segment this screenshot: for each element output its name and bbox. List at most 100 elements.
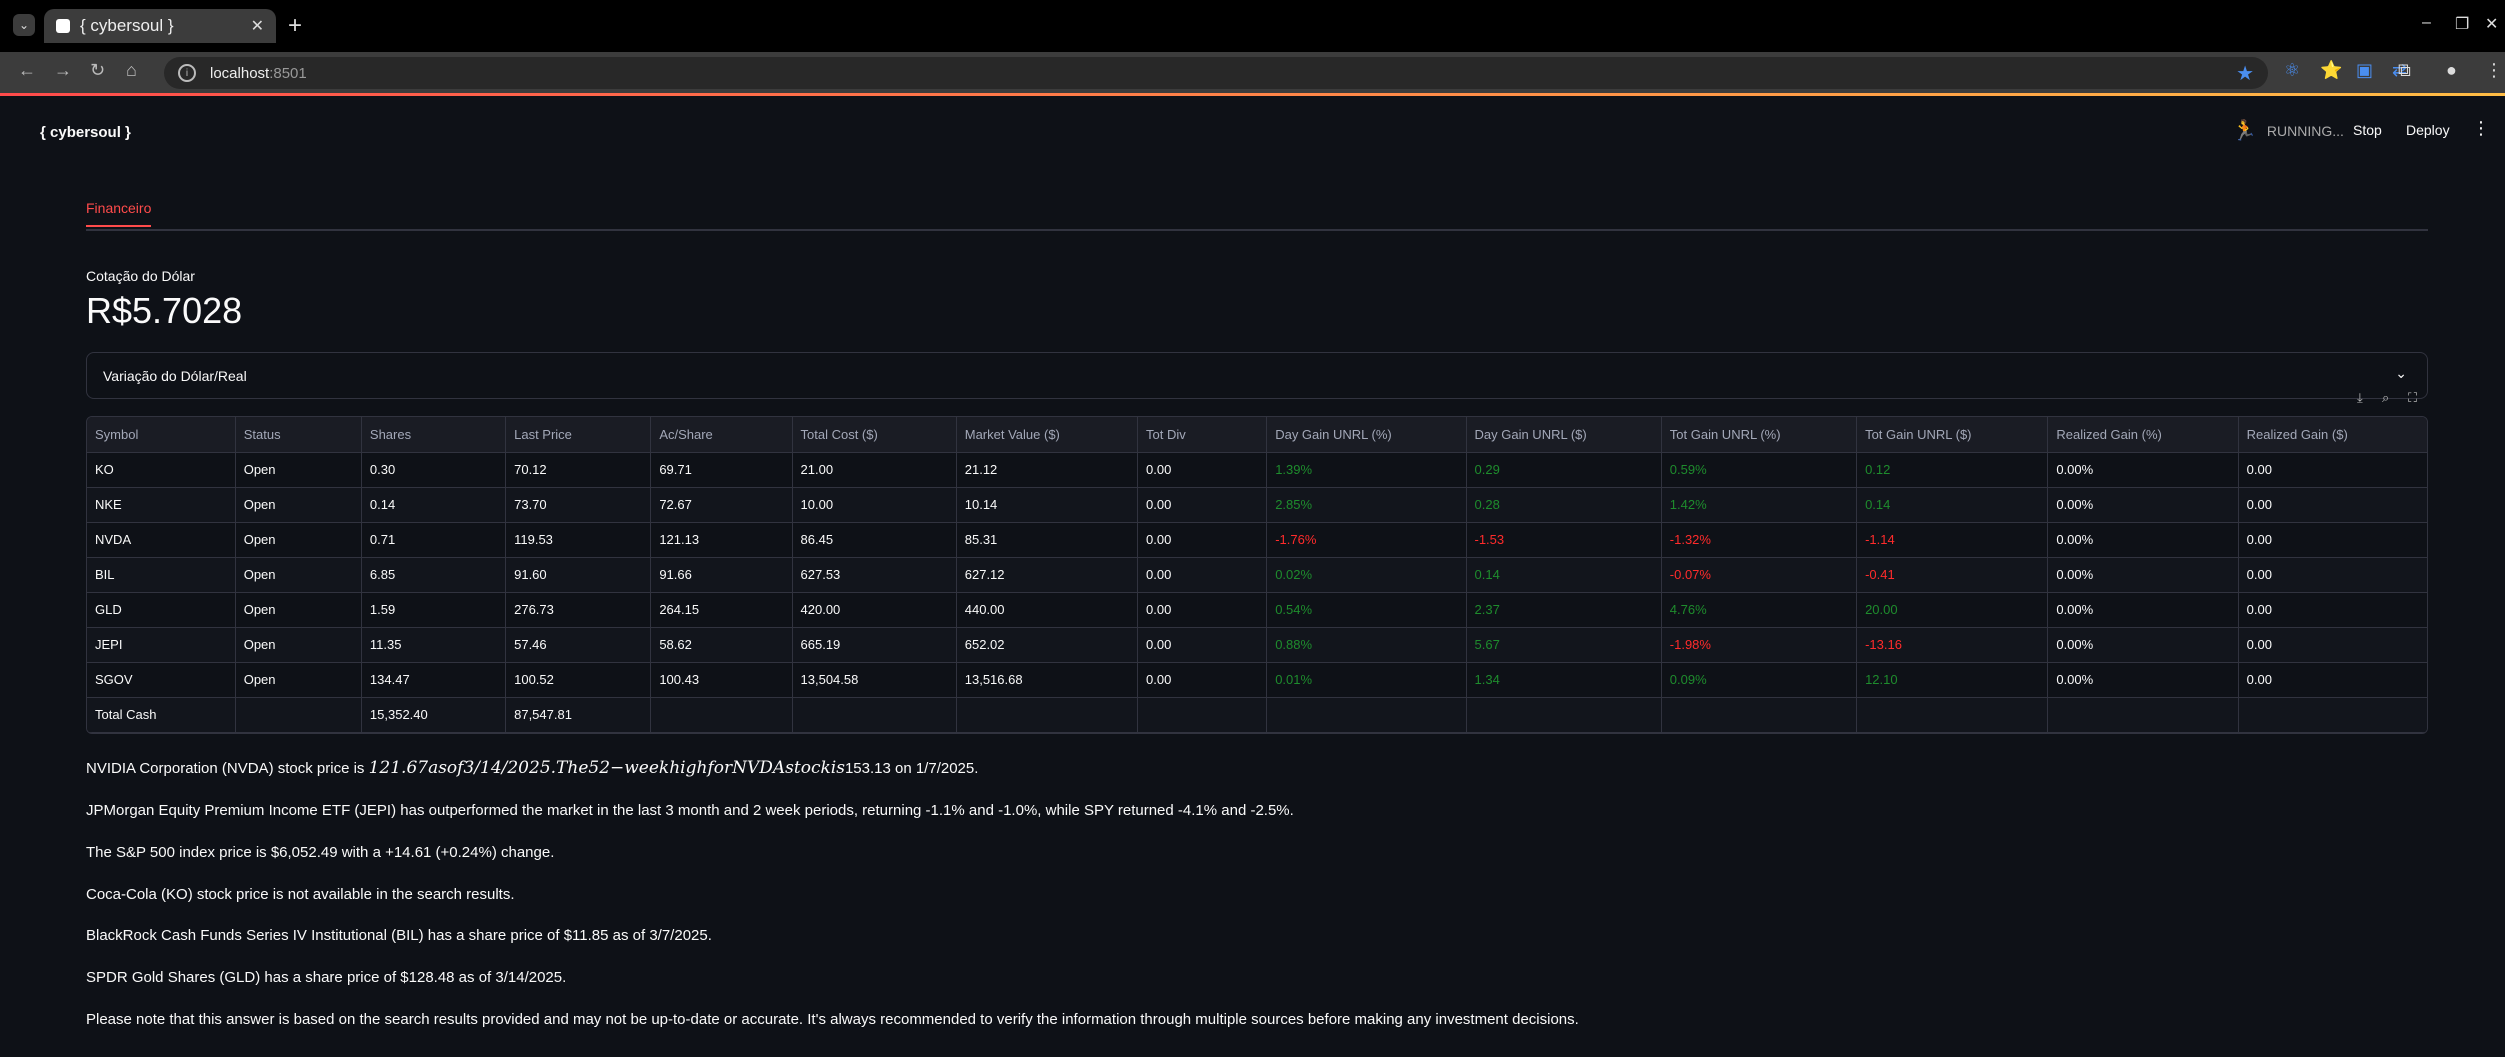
table-cell[interactable]: -1.32%: [1661, 522, 1858, 558]
table-cell[interactable]: 0.00: [1137, 487, 1268, 523]
table-row[interactable]: BIL Open 6.85 91.60 91.66 627.53 627.12 0.00 0.0…: [87, 557, 2427, 593]
column-header[interactable]: Tot Gain UNRL ($): [1856, 417, 2049, 453]
table-cell[interactable]: 2.85%: [1266, 487, 1467, 523]
extension-image-icon[interactable]: ▣: [2356, 60, 2374, 80]
minimize-icon[interactable]: –: [2422, 14, 2431, 31]
close-window-icon[interactable]: ✕: [2485, 16, 2499, 33]
table-cell[interactable]: Open: [235, 557, 362, 593]
table-cell[interactable]: 0.30: [361, 452, 507, 488]
table-cell[interactable]: 0.14: [1466, 557, 1662, 593]
table-cell[interactable]: [1266, 697, 1467, 733]
column-header[interactable]: Shares: [361, 417, 507, 453]
table-cell[interactable]: 21.00: [792, 452, 957, 488]
table-cell[interactable]: 627.53: [792, 557, 957, 593]
table-cell[interactable]: 0.29: [1466, 452, 1662, 488]
address-bar[interactable]: i localhost:8501 ★: [164, 57, 2268, 89]
column-header[interactable]: Tot Div: [1137, 417, 1268, 453]
column-header[interactable]: Ac/Share: [650, 417, 793, 453]
table-row[interactable]: NVDA Open 0.71 119.53 121.13 86.45 85.31 0.00 -1…: [87, 522, 2427, 558]
extensions-puzzle-icon[interactable]: ⧉: [2398, 60, 2411, 80]
browser-menu-icon[interactable]: ⋮: [2485, 60, 2503, 80]
table-cell[interactable]: [1856, 697, 2049, 733]
table-cell[interactable]: -1.76%: [1266, 522, 1467, 558]
table-cell[interactable]: 15,352.40: [361, 697, 507, 733]
table-cell[interactable]: [1661, 697, 1858, 733]
table-cell[interactable]: 58.62: [650, 627, 793, 663]
main-menu-icon[interactable]: ⋮: [2472, 118, 2490, 138]
restore-icon[interactable]: ❐: [2455, 16, 2470, 33]
table-cell[interactable]: 0.00: [2238, 557, 2427, 593]
table-cell[interactable]: Open: [235, 522, 362, 558]
table-cell[interactable]: [956, 697, 1139, 733]
table-cell[interactable]: NVDA: [87, 522, 236, 558]
tab-financeiro[interactable]: Financeiro: [86, 200, 152, 227]
table-cell[interactable]: 420.00: [792, 592, 957, 628]
table-cell[interactable]: [1137, 697, 1268, 733]
table-cell[interactable]: -1.98%: [1661, 627, 1858, 663]
table-cell[interactable]: 0.00: [1137, 627, 1268, 663]
table-cell[interactable]: 12.10: [1856, 662, 2049, 698]
portfolio-dataframe[interactable]: Symbol Status Shares Last Price Ac/Share Tota…: [86, 416, 2428, 734]
table-cell[interactable]: Total Cash: [87, 697, 236, 733]
table-cell[interactable]: 20.00: [1856, 592, 2049, 628]
table-cell[interactable]: 276.73: [505, 592, 652, 628]
table-cell[interactable]: -13.16: [1856, 627, 2049, 663]
column-header[interactable]: Realized Gain (%): [2047, 417, 2239, 453]
table-cell[interactable]: NKE: [87, 487, 236, 523]
table-cell[interactable]: 121.13: [650, 522, 793, 558]
table-cell[interactable]: [2047, 697, 2239, 733]
table-cell[interactable]: 1.59: [361, 592, 507, 628]
table-cell[interactable]: 0.88%: [1266, 627, 1467, 663]
table-cell[interactable]: 0.00%: [2047, 557, 2239, 593]
table-cell[interactable]: 1.42%: [1661, 487, 1858, 523]
table-cell[interactable]: BIL: [87, 557, 236, 593]
table-cell[interactable]: 134.47: [361, 662, 507, 698]
table-cell[interactable]: 0.12: [1856, 452, 2049, 488]
column-header[interactable]: Last Price: [505, 417, 652, 453]
table-row[interactable]: NKE Open 0.14 73.70 72.67 10.00 10.14 0.00 2.85%…: [87, 487, 2427, 523]
table-cell[interactable]: 5.67: [1466, 627, 1662, 663]
table-cell[interactable]: 13,504.58: [792, 662, 957, 698]
column-header[interactable]: Realized Gain ($): [2238, 417, 2427, 453]
browser-tab[interactable]: { cybersoul } ✕: [44, 9, 276, 43]
table-cell[interactable]: Open: [235, 627, 362, 663]
table-cell[interactable]: 1.39%: [1266, 452, 1467, 488]
table-cell[interactable]: 91.60: [505, 557, 652, 593]
table-cell[interactable]: 0.00: [1137, 557, 1268, 593]
table-cell[interactable]: 0.28: [1466, 487, 1662, 523]
fullscreen-icon[interactable]: ⛶: [2408, 390, 2418, 405]
table-cell[interactable]: 0.00: [2238, 452, 2427, 488]
table-cell[interactable]: 91.66: [650, 557, 793, 593]
table-cell[interactable]: [235, 697, 362, 733]
table-cell[interactable]: 0.00: [1137, 662, 1268, 698]
column-header[interactable]: Tot Gain UNRL (%): [1661, 417, 1858, 453]
table-cell[interactable]: 1.34: [1466, 662, 1662, 698]
search-icon[interactable]: ⌕: [2382, 390, 2390, 405]
table-cell[interactable]: 0.00%: [2047, 522, 2239, 558]
home-icon[interactable]: ⌂: [126, 60, 137, 80]
table-cell[interactable]: -1.14: [1856, 522, 2049, 558]
table-cell[interactable]: Open: [235, 452, 362, 488]
extension-translate-icon[interactable]: ⇄: [2392, 60, 2408, 80]
table-cell[interactable]: 0.00%: [2047, 452, 2239, 488]
table-cell[interactable]: JEPI: [87, 627, 236, 663]
table-cell[interactable]: 652.02: [956, 627, 1139, 663]
table-cell[interactable]: [650, 697, 793, 733]
table-cell[interactable]: 264.15: [650, 592, 793, 628]
back-arrow-icon[interactable]: ←: [18, 60, 36, 80]
table-cell[interactable]: Open: [235, 662, 362, 698]
download-icon[interactable]: ⤓: [2357, 390, 2363, 405]
table-cell[interactable]: 72.67: [650, 487, 793, 523]
table-cell[interactable]: 0.00: [2238, 522, 2427, 558]
table-cell[interactable]: 100.52: [505, 662, 652, 698]
table-cell[interactable]: -0.07%: [1661, 557, 1858, 593]
table-cell[interactable]: 100.43: [650, 662, 793, 698]
table-cell[interactable]: 13,516.68: [956, 662, 1139, 698]
table-cell[interactable]: [792, 697, 957, 733]
extension-star-icon[interactable]: ⭐: [2320, 60, 2343, 80]
column-header[interactable]: Day Gain UNRL ($): [1466, 417, 1662, 453]
column-header[interactable]: Day Gain UNRL (%): [1266, 417, 1467, 453]
table-cell[interactable]: 440.00: [956, 592, 1139, 628]
table-cell[interactable]: 87,547.81: [505, 697, 652, 733]
table-cell[interactable]: Open: [235, 592, 362, 628]
